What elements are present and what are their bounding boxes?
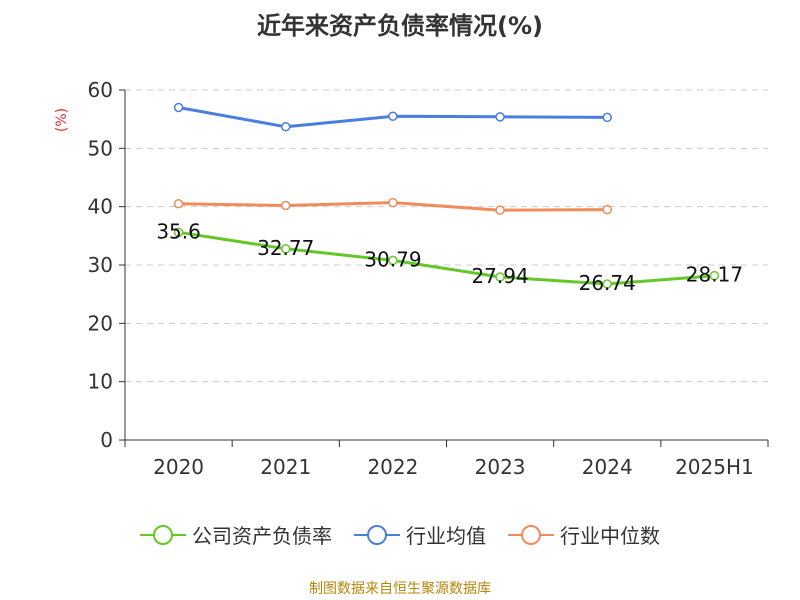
y-axis-label: (%) (54, 107, 71, 133)
x-tick-label: 2022 (367, 455, 418, 479)
data-label: 27.94 (471, 264, 528, 288)
data-point (173, 199, 184, 209)
data-point (281, 122, 291, 132)
data-point (495, 205, 505, 215)
legend-item-industry-avg[interactable]: 行业均值 (354, 520, 486, 549)
data-label: 28.17 (686, 263, 743, 287)
data-point (602, 204, 612, 215)
chart-title: 近年来资产负债率情况(%) (257, 12, 543, 40)
y-tick-label: 20 (88, 311, 113, 335)
data-point (388, 111, 398, 121)
data-label: 26.74 (579, 271, 636, 295)
data-point (173, 102, 184, 113)
y-tick-label: 40 (88, 195, 113, 219)
x-tick-label: 2024 (582, 455, 633, 479)
data-point (388, 255, 398, 266)
legend-item-industry-median[interactable]: 行业中位数 (508, 520, 660, 549)
source-note: 制图数据来自恒生聚源数据库 (309, 581, 491, 597)
legend-line-circle-icon (354, 524, 400, 545)
data-point (709, 270, 720, 281)
x-tick-label: 2025H1 (675, 455, 754, 479)
legend-label: 公司资产负债率 (192, 524, 332, 548)
y-tick-label: 60 (88, 78, 113, 102)
data-point (602, 112, 612, 123)
data-point (281, 244, 291, 254)
data-point (495, 272, 505, 282)
series-line-0 (177, 230, 716, 286)
data-point (281, 200, 291, 211)
legend-line-circle-icon (140, 524, 186, 545)
data-point (602, 279, 612, 289)
data-point (495, 112, 505, 122)
y-tick-label: 0 (100, 428, 113, 452)
y-tick-label: 10 (88, 370, 113, 394)
data-label: 30.79 (364, 247, 421, 271)
y-tick-label: 50 (88, 136, 113, 160)
data-label: 35.6 (156, 219, 201, 243)
legend-label: 行业中位数 (560, 524, 660, 548)
legend-item-company[interactable]: 公司资产负债率 (140, 520, 332, 549)
x-tick-label: 2021 (260, 455, 311, 479)
legend-line-circle-icon (508, 524, 554, 545)
x-tick-label: 2023 (475, 455, 526, 479)
data-point (388, 197, 398, 208)
legend-label: 行业均值 (406, 524, 486, 548)
data-point (173, 227, 184, 238)
x-tick-label: 2020 (153, 455, 204, 479)
legend: 公司资产负债率 行业均值 行业中位数 (0, 520, 800, 549)
y-tick-label: 30 (88, 253, 113, 277)
data-label: 32.77 (257, 236, 314, 260)
